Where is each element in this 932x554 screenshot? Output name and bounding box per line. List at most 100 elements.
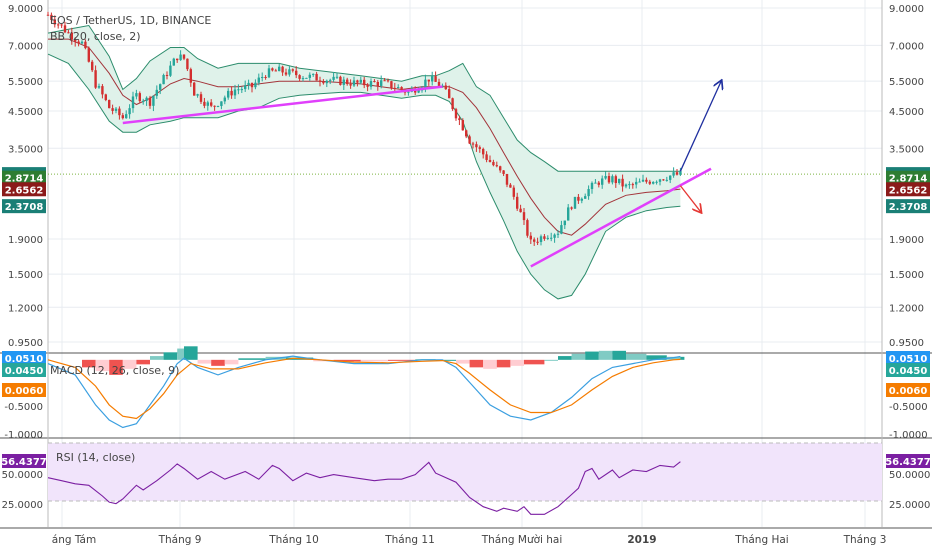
- candle[interactable]: [50, 12, 53, 23]
- candle[interactable]: [550, 232, 553, 242]
- candle[interactable]: [46, 11, 50, 16]
- candle[interactable]: [148, 95, 152, 109]
- candle[interactable]: [206, 100, 209, 111]
- candle[interactable]: [63, 21, 67, 34]
- candle[interactable]: [278, 64, 281, 72]
- candle[interactable]: [264, 75, 267, 80]
- candle[interactable]: [546, 235, 549, 241]
- candle[interactable]: [458, 115, 461, 126]
- candle[interactable]: [87, 46, 90, 63]
- candle[interactable]: [325, 79, 328, 88]
- candle[interactable]: [652, 181, 655, 185]
- candle[interactable]: [631, 182, 634, 189]
- candle[interactable]: [60, 24, 63, 28]
- candle[interactable]: [471, 141, 475, 149]
- candle[interactable]: [580, 197, 583, 204]
- candle[interactable]: [563, 220, 566, 230]
- projection-arrow-up[interactable]: [679, 81, 721, 172]
- candle[interactable]: [67, 29, 70, 34]
- candle[interactable]: [635, 177, 638, 189]
- candle[interactable]: [369, 78, 373, 90]
- candle[interactable]: [165, 71, 169, 80]
- candle[interactable]: [172, 57, 175, 66]
- candle[interactable]: [594, 179, 597, 184]
- candle[interactable]: [80, 40, 84, 45]
- candle[interactable]: [444, 82, 447, 90]
- candle[interactable]: [529, 232, 532, 245]
- candle[interactable]: [427, 79, 430, 86]
- candle[interactable]: [611, 174, 614, 185]
- candle[interactable]: [179, 50, 182, 61]
- candle[interactable]: [159, 83, 162, 95]
- rsi-pane[interactable]: [47, 442, 882, 515]
- candle[interactable]: [533, 237, 536, 246]
- candle[interactable]: [114, 106, 118, 114]
- candle[interactable]: [349, 79, 352, 89]
- candle[interactable]: [193, 81, 196, 96]
- candle[interactable]: [142, 98, 145, 105]
- candle[interactable]: [645, 177, 648, 184]
- candle[interactable]: [601, 175, 604, 189]
- candle[interactable]: [519, 204, 522, 213]
- candle[interactable]: [284, 68, 288, 77]
- candle[interactable]: [662, 179, 665, 181]
- candle[interactable]: [84, 39, 87, 50]
- candle[interactable]: [125, 110, 128, 119]
- candle[interactable]: [312, 73, 315, 77]
- candle[interactable]: [91, 59, 94, 73]
- candle[interactable]: [553, 233, 556, 243]
- candle[interactable]: [329, 78, 332, 85]
- candle[interactable]: [213, 105, 216, 111]
- candle[interactable]: [376, 80, 379, 91]
- candle[interactable]: [104, 93, 107, 102]
- candle[interactable]: [118, 106, 121, 120]
- candle[interactable]: [70, 27, 73, 45]
- trendline[interactable]: [122, 85, 443, 125]
- candle[interactable]: [628, 181, 631, 189]
- candle[interactable]: [237, 84, 240, 95]
- candle[interactable]: [461, 118, 464, 131]
- candle[interactable]: [250, 82, 254, 93]
- candle[interactable]: [543, 233, 546, 241]
- candle[interactable]: [373, 79, 376, 83]
- candle[interactable]: [478, 145, 481, 153]
- candle[interactable]: [138, 91, 141, 103]
- candle[interactable]: [655, 180, 658, 185]
- candle[interactable]: [380, 75, 383, 89]
- candle[interactable]: [155, 85, 158, 99]
- candle[interactable]: [516, 192, 519, 211]
- candle[interactable]: [199, 91, 203, 105]
- signal-line[interactable]: [47, 357, 681, 420]
- candle[interactable]: [176, 58, 179, 63]
- candle[interactable]: [584, 193, 587, 199]
- candle[interactable]: [577, 193, 580, 204]
- candle[interactable]: [485, 151, 488, 163]
- candle[interactable]: [274, 68, 277, 72]
- candle[interactable]: [587, 185, 590, 200]
- candle[interactable]: [604, 171, 607, 180]
- candle[interactable]: [101, 84, 104, 99]
- candle[interactable]: [397, 84, 400, 89]
- candle[interactable]: [614, 174, 617, 188]
- candle[interactable]: [522, 208, 526, 225]
- candle[interactable]: [509, 183, 512, 188]
- candle[interactable]: [451, 97, 454, 111]
- candle[interactable]: [618, 178, 621, 185]
- candle[interactable]: [57, 22, 60, 29]
- candle[interactable]: [305, 77, 308, 79]
- candle[interactable]: [223, 95, 226, 105]
- candle[interactable]: [254, 79, 257, 90]
- candle[interactable]: [135, 89, 138, 100]
- candle[interactable]: [597, 180, 600, 188]
- candle[interactable]: [216, 105, 220, 108]
- candle[interactable]: [322, 79, 325, 85]
- candle[interactable]: [675, 168, 679, 176]
- candle[interactable]: [352, 76, 356, 88]
- candle[interactable]: [131, 91, 135, 113]
- candle[interactable]: [390, 80, 393, 90]
- candle[interactable]: [570, 206, 573, 211]
- candle[interactable]: [267, 64, 271, 79]
- candle[interactable]: [383, 77, 386, 82]
- candle[interactable]: [281, 65, 284, 76]
